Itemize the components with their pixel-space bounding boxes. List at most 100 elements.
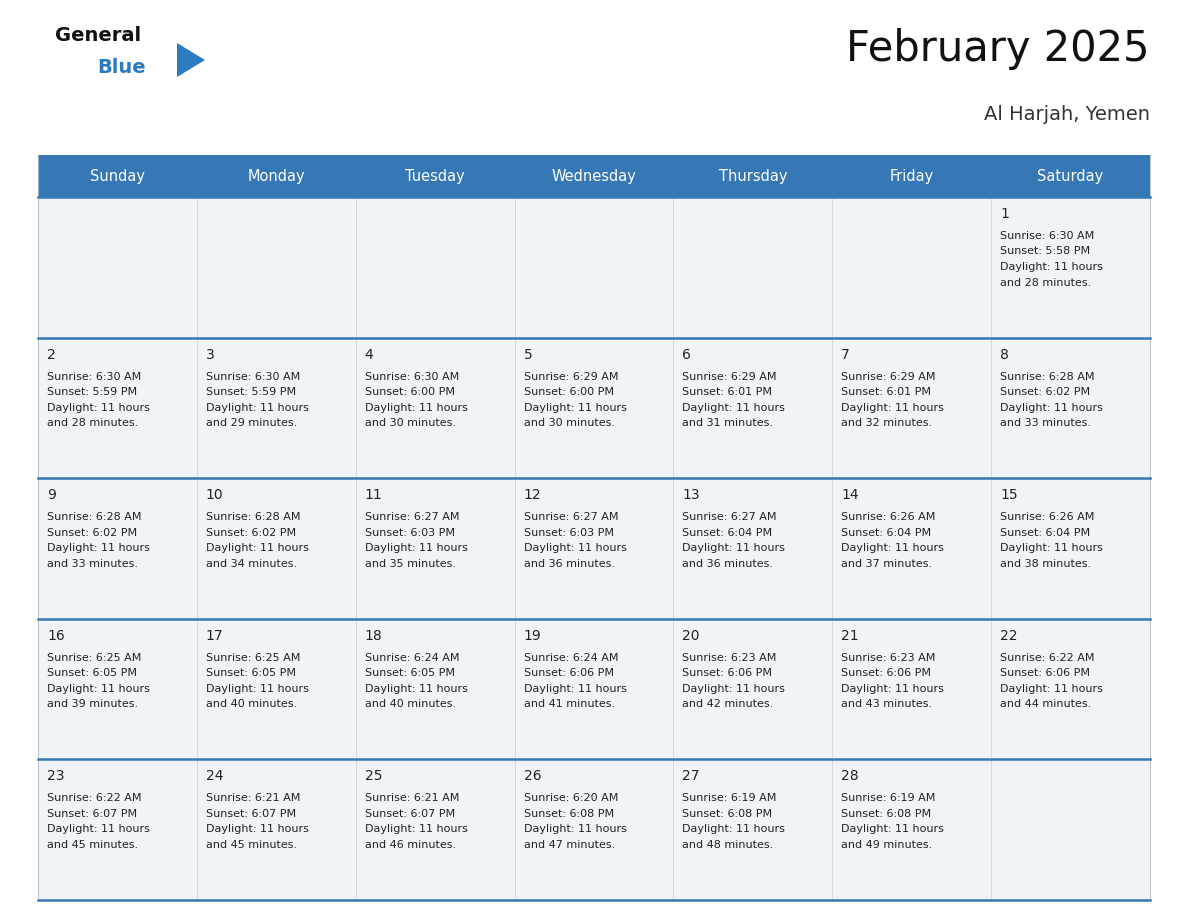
Bar: [674, 478, 833, 619]
Text: Blue: Blue: [97, 58, 146, 77]
Text: and 28 minutes.: and 28 minutes.: [1000, 277, 1092, 287]
Text: Sunset: 6:01 PM: Sunset: 6:01 PM: [682, 387, 772, 397]
Text: Sunrise: 6:30 AM: Sunrise: 6:30 AM: [48, 372, 141, 382]
Text: Sunset: 6:06 PM: Sunset: 6:06 PM: [841, 668, 931, 678]
Text: Daylight: 11 hours: Daylight: 11 hours: [48, 403, 150, 412]
Text: 20: 20: [682, 629, 700, 643]
Text: Daylight: 11 hours: Daylight: 11 hours: [48, 684, 150, 694]
Text: and 34 minutes.: and 34 minutes.: [206, 559, 297, 568]
Text: and 31 minutes.: and 31 minutes.: [682, 418, 773, 428]
Text: Sunrise: 6:29 AM: Sunrise: 6:29 AM: [682, 372, 777, 382]
Text: Daylight: 11 hours: Daylight: 11 hours: [365, 403, 468, 412]
Text: Daylight: 11 hours: Daylight: 11 hours: [682, 543, 785, 554]
Text: Sunrise: 6:19 AM: Sunrise: 6:19 AM: [841, 793, 936, 803]
Text: Daylight: 11 hours: Daylight: 11 hours: [524, 403, 626, 412]
Bar: [514, 197, 674, 338]
Text: 7: 7: [841, 348, 851, 362]
Text: Daylight: 11 hours: Daylight: 11 hours: [206, 684, 309, 694]
Text: and 29 minutes.: and 29 minutes.: [206, 418, 297, 428]
Bar: [38, 478, 197, 619]
Text: 23: 23: [48, 769, 64, 783]
Text: 13: 13: [682, 488, 700, 502]
Text: Daylight: 11 hours: Daylight: 11 hours: [206, 403, 309, 412]
Bar: [355, 619, 514, 759]
Bar: [197, 619, 355, 759]
Text: and 40 minutes.: and 40 minutes.: [365, 700, 456, 710]
Bar: [833, 197, 991, 338]
Text: Daylight: 11 hours: Daylight: 11 hours: [1000, 543, 1102, 554]
Text: 9: 9: [48, 488, 56, 502]
Text: and 33 minutes.: and 33 minutes.: [1000, 418, 1091, 428]
Bar: [514, 759, 674, 900]
Text: 19: 19: [524, 629, 542, 643]
Text: Friday: Friday: [890, 169, 934, 184]
Text: Daylight: 11 hours: Daylight: 11 hours: [524, 543, 626, 554]
Text: 1: 1: [1000, 207, 1009, 221]
Bar: [833, 619, 991, 759]
Text: Sunrise: 6:21 AM: Sunrise: 6:21 AM: [206, 793, 301, 803]
Text: Sunset: 6:04 PM: Sunset: 6:04 PM: [1000, 528, 1091, 538]
Text: Sunset: 6:06 PM: Sunset: 6:06 PM: [682, 668, 772, 678]
Text: Daylight: 11 hours: Daylight: 11 hours: [48, 824, 150, 834]
Text: Sunrise: 6:27 AM: Sunrise: 6:27 AM: [682, 512, 777, 522]
Bar: [355, 759, 514, 900]
Bar: [833, 759, 991, 900]
Text: Thursday: Thursday: [719, 169, 788, 184]
Text: Sunset: 6:05 PM: Sunset: 6:05 PM: [206, 668, 296, 678]
Text: Sunrise: 6:29 AM: Sunrise: 6:29 AM: [841, 372, 936, 382]
Text: Sunset: 6:06 PM: Sunset: 6:06 PM: [524, 668, 613, 678]
Text: Daylight: 11 hours: Daylight: 11 hours: [1000, 684, 1102, 694]
Text: Sunrise: 6:28 AM: Sunrise: 6:28 AM: [1000, 372, 1094, 382]
Text: 28: 28: [841, 769, 859, 783]
Text: and 30 minutes.: and 30 minutes.: [524, 418, 614, 428]
Text: Sunrise: 6:26 AM: Sunrise: 6:26 AM: [841, 512, 936, 522]
Text: 6: 6: [682, 348, 691, 362]
Bar: [991, 478, 1150, 619]
Text: 26: 26: [524, 769, 542, 783]
Bar: [991, 619, 1150, 759]
Text: 11: 11: [365, 488, 383, 502]
Bar: [38, 338, 197, 478]
Bar: [833, 478, 991, 619]
Text: Sunset: 6:08 PM: Sunset: 6:08 PM: [682, 809, 772, 819]
Text: 24: 24: [206, 769, 223, 783]
Text: Daylight: 11 hours: Daylight: 11 hours: [524, 684, 626, 694]
Text: 5: 5: [524, 348, 532, 362]
Bar: [991, 759, 1150, 900]
Bar: [674, 197, 833, 338]
Text: Sunrise: 6:22 AM: Sunrise: 6:22 AM: [1000, 653, 1094, 663]
Text: 22: 22: [1000, 629, 1018, 643]
Text: and 32 minutes.: and 32 minutes.: [841, 418, 933, 428]
Bar: [355, 338, 514, 478]
Text: Sunset: 6:06 PM: Sunset: 6:06 PM: [1000, 668, 1091, 678]
Text: Sunrise: 6:28 AM: Sunrise: 6:28 AM: [48, 512, 141, 522]
Text: Wednesday: Wednesday: [551, 169, 637, 184]
Bar: [514, 478, 674, 619]
Text: and 36 minutes.: and 36 minutes.: [524, 559, 614, 568]
Text: Sunrise: 6:24 AM: Sunrise: 6:24 AM: [365, 653, 460, 663]
Text: Sunrise: 6:25 AM: Sunrise: 6:25 AM: [48, 653, 141, 663]
Text: 4: 4: [365, 348, 373, 362]
Text: 10: 10: [206, 488, 223, 502]
Bar: [514, 619, 674, 759]
Text: 15: 15: [1000, 488, 1018, 502]
Text: Daylight: 11 hours: Daylight: 11 hours: [682, 684, 785, 694]
Text: February 2025: February 2025: [847, 28, 1150, 70]
Text: Sunset: 6:04 PM: Sunset: 6:04 PM: [682, 528, 772, 538]
Text: Daylight: 11 hours: Daylight: 11 hours: [48, 543, 150, 554]
Text: Sunset: 6:05 PM: Sunset: 6:05 PM: [365, 668, 455, 678]
Text: and 38 minutes.: and 38 minutes.: [1000, 559, 1092, 568]
Text: Daylight: 11 hours: Daylight: 11 hours: [1000, 262, 1102, 272]
Polygon shape: [177, 43, 206, 77]
Text: Sunrise: 6:23 AM: Sunrise: 6:23 AM: [841, 653, 936, 663]
Text: General: General: [55, 26, 141, 45]
Text: Daylight: 11 hours: Daylight: 11 hours: [365, 684, 468, 694]
Bar: [197, 759, 355, 900]
Bar: [38, 155, 1150, 197]
Text: Sunrise: 6:30 AM: Sunrise: 6:30 AM: [365, 372, 459, 382]
Text: and 33 minutes.: and 33 minutes.: [48, 559, 138, 568]
Text: Daylight: 11 hours: Daylight: 11 hours: [365, 824, 468, 834]
Text: and 28 minutes.: and 28 minutes.: [48, 418, 138, 428]
Text: Sunrise: 6:22 AM: Sunrise: 6:22 AM: [48, 793, 141, 803]
Text: Daylight: 11 hours: Daylight: 11 hours: [524, 824, 626, 834]
